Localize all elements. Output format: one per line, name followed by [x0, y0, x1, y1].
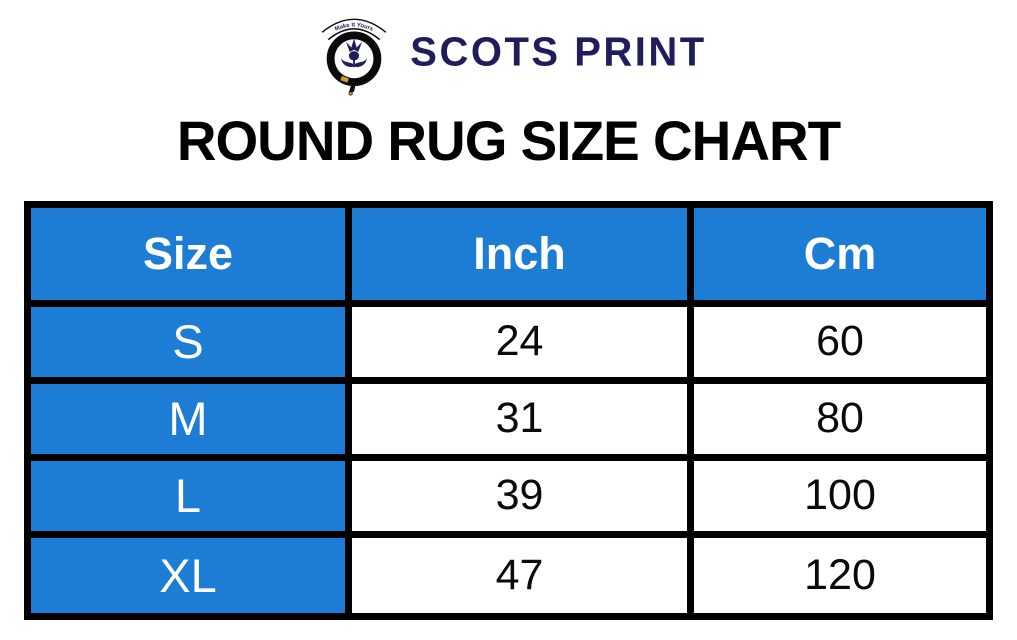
thistle-icon [341, 38, 368, 68]
table-row: M 31 80 [31, 383, 986, 454]
inch-cell: 24 [352, 306, 687, 377]
table-row: XL 47 120 [31, 537, 986, 613]
brand-header: Make It Yours SCOTS PRINT [0, 0, 1017, 96]
size-cell: S [31, 306, 345, 377]
header-cell-inch: Inch [352, 207, 687, 300]
brand-name: SCOTS PRINT [410, 29, 707, 74]
cm-cell: 120 [694, 537, 986, 613]
buckle-icon [339, 74, 356, 96]
page-title: ROUND RUG SIZE CHART [176, 109, 841, 172]
table-row: L 39 100 [31, 460, 986, 531]
cm-cell: 60 [694, 306, 986, 377]
cm-cell: 80 [694, 383, 986, 454]
size-cell: L [31, 460, 345, 531]
header-cell-cm: Cm [694, 207, 986, 300]
size-cell: M [31, 383, 345, 454]
scots-print-crest-logo: Make It Yours [322, 18, 387, 96]
table-header-row: Size Inch Cm [31, 207, 986, 300]
header-cell-size: Size [31, 207, 345, 300]
inch-cell: 47 [352, 537, 687, 613]
banner-ribbon: Make It Yours [322, 18, 387, 41]
cm-cell: 100 [694, 460, 986, 531]
size-chart-table: Size Inch Cm S 24 60 M 31 80 L 39 100 XL… [24, 200, 993, 620]
inch-cell: 31 [352, 383, 687, 454]
table-row: S 24 60 [31, 306, 986, 377]
size-cell: XL [31, 537, 345, 613]
banner-text: Make It Yours [334, 23, 374, 33]
inch-cell: 39 [352, 460, 687, 531]
